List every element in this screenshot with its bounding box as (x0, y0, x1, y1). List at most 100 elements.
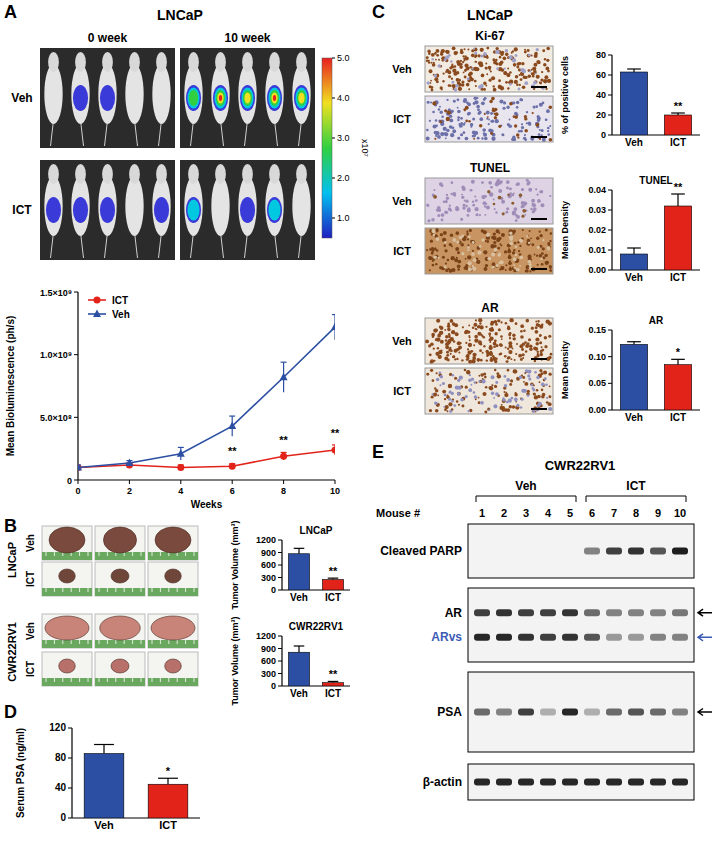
y-tick-label: 0 (67, 476, 72, 486)
cell-nucleus (460, 49, 463, 52)
cell-nucleus (484, 97, 487, 100)
cell-nucleus (510, 358, 512, 360)
cell-nucleus (541, 382, 545, 386)
ruler-tick (152, 552, 153, 556)
ruler-tick (71, 640, 72, 644)
cell-nucleus (548, 395, 551, 398)
cell-nucleus (457, 107, 459, 109)
cell-nucleus (516, 106, 519, 109)
cell-nucleus (502, 107, 505, 110)
cell-nucleus (444, 329, 446, 331)
cell-nucleus (505, 322, 507, 324)
ruler-tick (132, 552, 133, 556)
cell-nucleus (535, 73, 537, 75)
band (628, 548, 644, 555)
ruler-tick (160, 640, 161, 644)
cell-nucleus (486, 47, 489, 50)
band (562, 634, 578, 641)
cell-nucleus (469, 229, 472, 232)
mouse-body (292, 176, 310, 236)
cell-nucleus (505, 347, 507, 349)
x-tick-label: 2 (127, 486, 132, 496)
cell-nucleus (446, 194, 448, 196)
cell-nucleus (495, 357, 497, 359)
cell-nucleus (501, 233, 505, 237)
y-tick (608, 55, 612, 56)
group-bracket (476, 496, 576, 502)
cell-nucleus (486, 352, 490, 356)
x-tick-label: 10 (330, 486, 340, 496)
error-bar (103, 745, 104, 754)
y-tick (608, 115, 612, 116)
band (628, 609, 644, 616)
cell-nucleus (440, 340, 444, 344)
cell-nucleus (480, 325, 484, 329)
cell-nucleus (513, 258, 517, 262)
cell-nucleus (536, 123, 540, 127)
cell-nucleus (465, 205, 467, 207)
cell-nucleus (519, 194, 522, 197)
cell-nucleus (451, 81, 454, 84)
signal (217, 93, 223, 104)
cell-nucleus (526, 242, 530, 246)
cell-nucleus (460, 133, 463, 136)
ruler-tick (54, 640, 55, 644)
cell-nucleus (493, 248, 497, 252)
cell-nucleus (473, 134, 476, 137)
cell-nucleus (467, 351, 471, 355)
bar (620, 254, 647, 270)
cell-nucleus (508, 262, 512, 266)
category-label: ICT (670, 137, 686, 148)
tumor-photo (148, 652, 198, 686)
band (474, 779, 490, 786)
y-tick (74, 480, 78, 481)
cell-nucleus (444, 357, 448, 361)
y-tick-label: 0.05 (588, 378, 606, 388)
cell-nucleus (539, 82, 542, 85)
cell-nucleus (492, 266, 495, 269)
cell-nucleus (476, 260, 480, 264)
cell-nucleus (479, 117, 483, 121)
cell-nucleus (454, 65, 457, 68)
cell-nucleus (430, 369, 433, 372)
cell-nucleus (463, 57, 465, 59)
band (672, 779, 688, 786)
mouse-head (75, 52, 86, 72)
cell-nucleus (549, 266, 552, 269)
cell-nucleus (464, 76, 467, 79)
cell-nucleus (429, 353, 432, 356)
cell-nucleus (479, 214, 481, 216)
cell-nucleus (506, 408, 510, 412)
cell-nucleus (479, 322, 481, 324)
scale-bar (531, 136, 547, 138)
cell-nucleus (493, 241, 496, 244)
cell-nucleus (515, 353, 517, 355)
significance: ** (228, 445, 237, 457)
cell-nucleus (452, 374, 455, 377)
ruler-tick (107, 678, 108, 682)
cell-nucleus (453, 340, 456, 343)
signal (216, 90, 225, 106)
colorbar-tick-label: 3.0 (337, 133, 350, 143)
cell-nucleus (533, 392, 536, 395)
cell-nucleus (547, 79, 551, 83)
cell-nucleus (502, 397, 504, 399)
ruler-tick (54, 678, 55, 682)
ruler-tick (185, 678, 186, 682)
cell-nucleus (500, 321, 502, 323)
cell-nucleus (489, 341, 491, 343)
cell-nucleus (464, 369, 467, 372)
cell-nucleus (531, 327, 534, 330)
significance: ** (331, 427, 340, 439)
band (584, 548, 600, 555)
blot-label: PSA (437, 705, 462, 719)
cell-nucleus (465, 106, 469, 110)
cell-nucleus (519, 375, 523, 379)
cell-nucleus (499, 268, 501, 270)
y-axis (71, 728, 72, 818)
cell-nucleus (474, 52, 477, 55)
cell-nucleus (516, 133, 520, 137)
cell-nucleus (467, 112, 470, 115)
cell-nucleus (443, 244, 446, 247)
cell-nucleus (430, 359, 434, 363)
